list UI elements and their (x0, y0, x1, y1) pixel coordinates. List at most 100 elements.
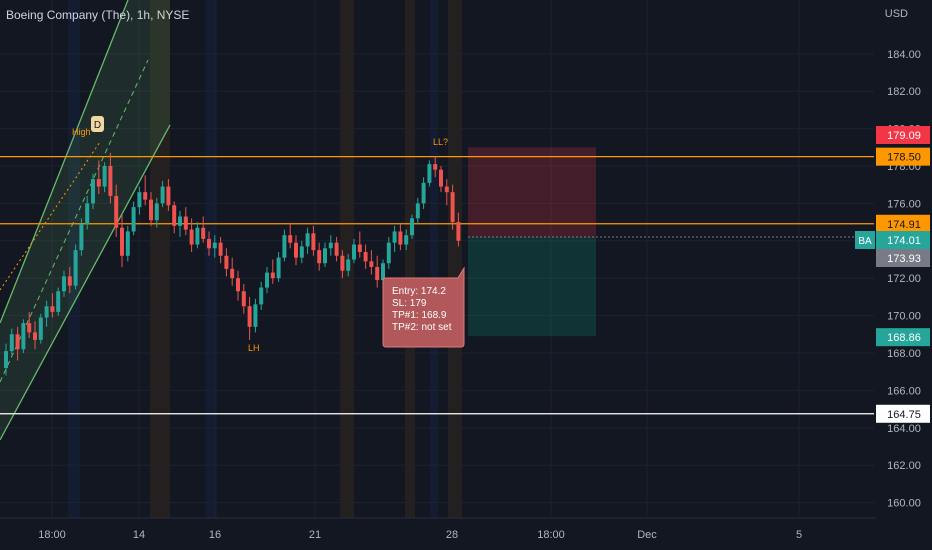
candle-body (44, 306, 49, 318)
level-price-badge-label: 164.75 (887, 409, 921, 421)
candle-body (201, 227, 206, 239)
candle-body (433, 164, 438, 170)
candle-body (137, 192, 142, 208)
candle-body (154, 203, 159, 221)
price-tick-label: 168.00 (887, 348, 921, 360)
trade-info-box (382, 266, 465, 348)
candle-body (439, 169, 443, 187)
currency-label: USD (884, 8, 908, 20)
session-band (340, 0, 354, 518)
trade-info-line: SL: 179 (392, 298, 427, 309)
stop-price-badge (876, 126, 930, 144)
candle-body (386, 242, 391, 264)
candle-body (450, 192, 455, 223)
stop-price-badge-label: 179.09 (887, 130, 921, 142)
candle-body (102, 166, 107, 187)
candle-body (62, 276, 66, 292)
channel-lower-line (0, 124, 171, 441)
candle-body (276, 257, 281, 279)
time-tick-label: 28 (446, 529, 458, 541)
candle-body (108, 166, 113, 196)
candle-body (253, 304, 258, 327)
candle-body (241, 291, 246, 307)
price-axis[interactable]: 184.00182.00180.00178.00176.00174.00172.… (876, 0, 932, 550)
time-axis[interactable]: 18:00 14 16 21 28 18:00 Dec 5 (0, 517, 876, 541)
candle-body (207, 238, 211, 249)
price-tick-label: 184.00 (887, 49, 921, 61)
candle-body (178, 216, 182, 226)
candle-body (265, 272, 269, 288)
entry-price-badge-label: 173.93 (887, 253, 921, 265)
horizontal-levels[interactable] (0, 156, 874, 415)
price-tick-label: 166.00 (887, 385, 921, 397)
time-tick-label: 18:00 (537, 529, 565, 541)
candle-body (160, 186, 165, 204)
candle-body (381, 263, 385, 281)
candle-body (392, 231, 397, 243)
candle-body (85, 203, 90, 224)
candle-body (131, 207, 136, 232)
price-tick-label: 182.00 (887, 86, 921, 98)
d-badge-label: D (94, 120, 101, 131)
time-tick-label: 21 (309, 529, 321, 541)
candle-body (4, 351, 8, 368)
candle-body (247, 306, 252, 327)
candle-body (56, 291, 61, 312)
candle-body (421, 182, 426, 204)
trade-info-line: Entry: 174.2 (392, 286, 446, 297)
take-profit-zone (468, 237, 596, 337)
level-price-badge-label: 174.91 (887, 219, 921, 231)
symbol-badge (855, 231, 875, 249)
candle-body (183, 216, 188, 230)
candle-body (357, 244, 362, 253)
candle-body (212, 242, 217, 249)
axis-badges: 179.09 178.50 174.91 164.75 174.01 173.93 168.… (855, 126, 930, 423)
candle-body (305, 233, 310, 247)
price-tick-label: 172.00 (887, 273, 921, 285)
candle-body (334, 242, 339, 256)
candle-body (143, 192, 148, 200)
candle-body (259, 287, 264, 305)
channel-upper-line (0, 0, 129, 324)
short-position-tool[interactable] (468, 147, 874, 337)
candle-body (73, 250, 78, 286)
candle-body (38, 317, 43, 340)
candle-body (230, 268, 235, 279)
candle-body (189, 229, 194, 245)
price-tick-label: 170.00 (887, 311, 921, 323)
candle-body (96, 179, 101, 187)
candle-body (21, 323, 26, 350)
candle-body (282, 235, 287, 258)
candle-body (33, 332, 37, 340)
symbol-badge-label: BA (858, 236, 872, 247)
time-tick-label: Dec (637, 529, 657, 541)
candle-body (404, 235, 409, 245)
level-price-badge-label: 178.50 (887, 152, 921, 164)
candle-body (456, 222, 461, 241)
trend-channel[interactable] (0, 0, 171, 441)
candle-body (79, 223, 84, 251)
entry-price-badge (876, 249, 930, 267)
lh-label: LH (248, 343, 260, 353)
symbol-title[interactable]: Boeing Company (The), 1h, NYSE (6, 8, 190, 22)
candle-body (328, 242, 333, 249)
candle-body (410, 218, 414, 236)
last-price-badge (876, 231, 930, 249)
candle-body (15, 334, 20, 350)
candle-body (427, 164, 432, 183)
target-price-badge (876, 328, 930, 347)
candle-body (352, 244, 356, 260)
price-tick-label: 176.00 (887, 198, 921, 210)
time-tick-label: 18:00 (38, 529, 66, 541)
session-band (405, 0, 415, 518)
trade-info-line: TP#2: not set (392, 322, 452, 333)
candle-body (270, 272, 275, 279)
session-band (448, 0, 462, 518)
candle-body (195, 227, 200, 245)
candle-body (91, 179, 95, 204)
price-tick-label: 162.00 (887, 460, 921, 472)
candle-body (27, 323, 32, 333)
